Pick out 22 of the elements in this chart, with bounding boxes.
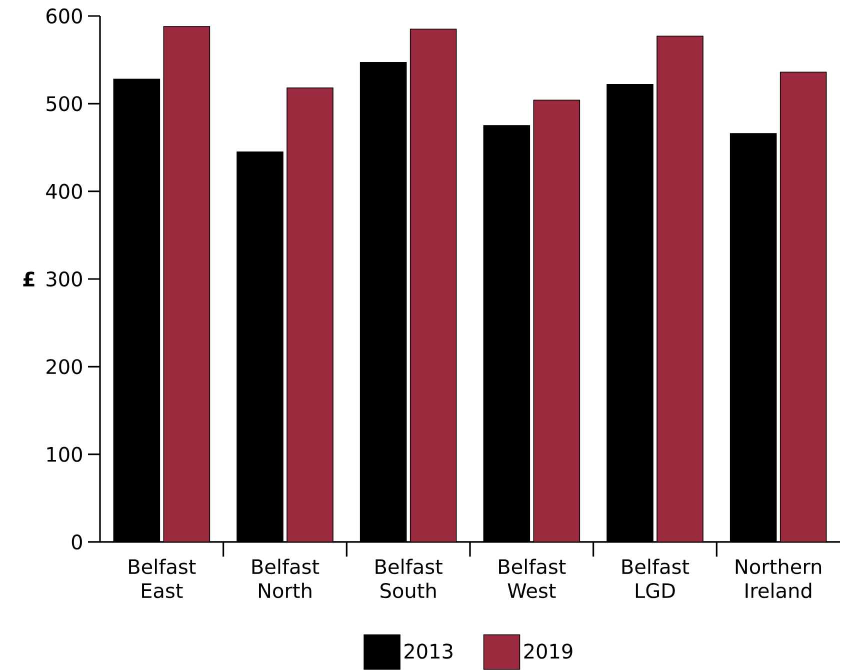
legend-label: 2013 bbox=[404, 644, 452, 659]
x-tick-label: Belfast LGD bbox=[622, 558, 690, 598]
y-tick-label: 100 bbox=[47, 446, 82, 462]
bar bbox=[656, 36, 704, 542]
y-tick-label: 0 bbox=[72, 534, 82, 550]
y-tick-label: 400 bbox=[46, 184, 82, 199]
y-axis-title: £ bbox=[23, 272, 34, 286]
bar bbox=[163, 26, 210, 542]
y-tick-label: 300 bbox=[46, 271, 82, 287]
legend-label: 2019 bbox=[524, 644, 572, 659]
bar bbox=[780, 72, 827, 542]
x-tick-label: Belfast South bbox=[376, 558, 442, 598]
y-tick-label: 500 bbox=[46, 96, 82, 112]
y-tick-label: 200 bbox=[46, 359, 82, 374]
x-tick-label: Belfast North bbox=[252, 558, 320, 598]
x-tick-label: Belfast East bbox=[129, 558, 196, 598]
bar bbox=[533, 100, 580, 542]
bar bbox=[286, 87, 334, 542]
bar bbox=[410, 28, 457, 542]
x-tick-label: Northern Ireland bbox=[736, 558, 822, 598]
y-tick-label: 600 bbox=[46, 8, 82, 24]
x-tick-label: Belfast West bbox=[499, 558, 566, 598]
